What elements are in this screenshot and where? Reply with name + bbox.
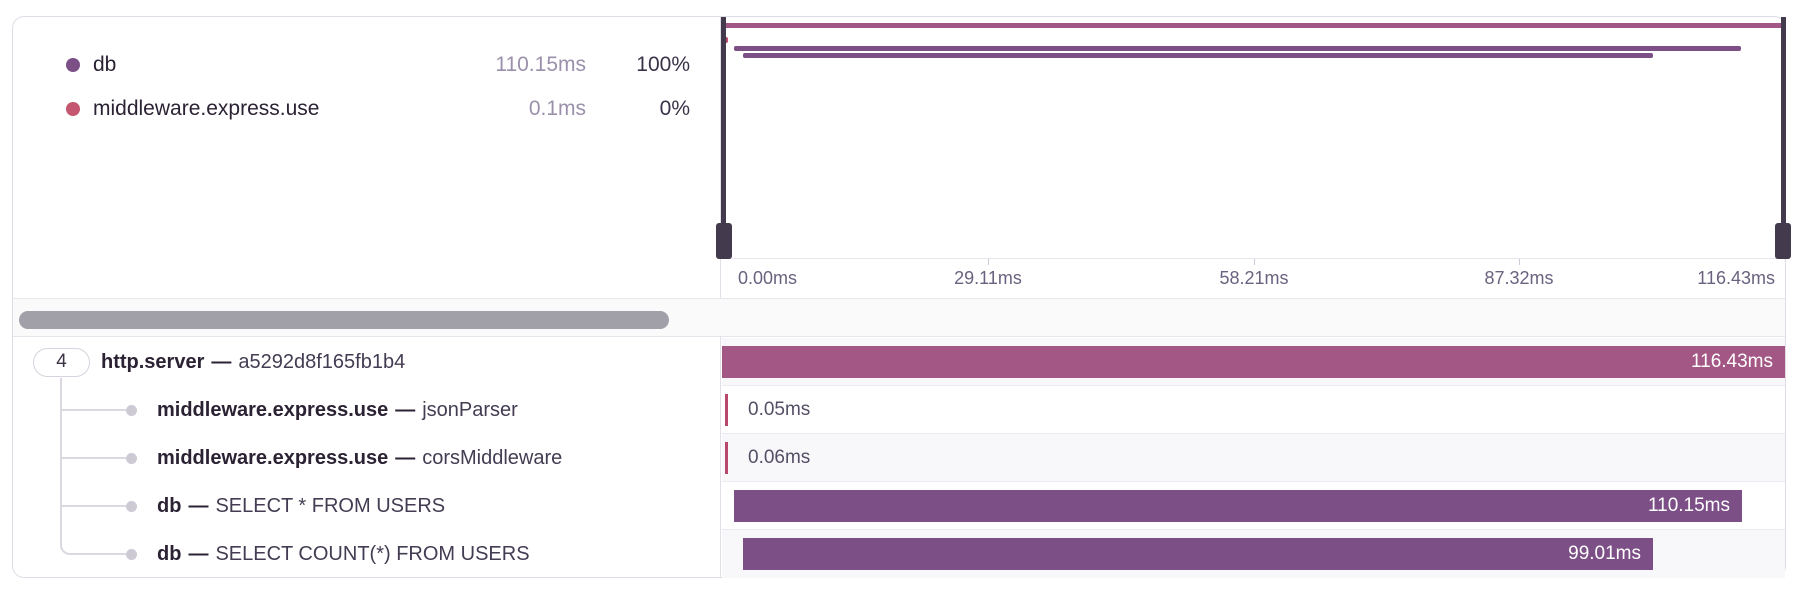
span-bar-row: 116.43ms — [722, 338, 1785, 386]
span-bar[interactable] — [725, 442, 728, 474]
minimap-left-handle-line[interactable] — [721, 17, 726, 223]
axis-tick-label: 29.11ms — [954, 268, 1022, 288]
legend-item-middleware[interactable]: middleware.express.use 0.1ms 0% — [13, 94, 721, 124]
tree-guide-line — [60, 409, 126, 411]
span-op: http.server — [101, 350, 205, 373]
axis-tick-label: 58.21ms — [1219, 268, 1289, 288]
span-op: db — [157, 494, 182, 517]
minimap-span-line — [724, 37, 728, 43]
dash-separator: — — [395, 446, 416, 469]
span-bar[interactable] — [725, 394, 728, 426]
tree-guide-line — [60, 457, 126, 459]
tree-node-dot — [126, 452, 137, 464]
legend-op-label: db — [93, 53, 117, 76]
span-title: db — SELECT * FROM USERS — [157, 495, 445, 518]
tree-node-dot — [126, 404, 137, 416]
time-axis: 0.00ms 29.11ms 58.21ms 87.32ms 116.43ms — [722, 259, 1785, 298]
span-description: corsMiddleware — [422, 446, 563, 469]
span-bar-row: 110.15ms — [722, 482, 1785, 530]
span-description: jsonParser — [422, 398, 518, 421]
tree-guide-elbow — [60, 529, 126, 555]
span-bar-row: 0.06ms — [722, 434, 1785, 482]
span-title: http.server — a5292d8f165fb1b4 — [101, 351, 405, 374]
legend-item-db[interactable]: db 110.15ms 100% — [13, 50, 721, 80]
span-description: SELECT * FROM USERS — [215, 494, 446, 517]
dash-separator: — — [211, 350, 232, 373]
span-waterfall: 116.43ms 0.05ms 0.06ms 110.15ms 99.01ms — [722, 338, 1785, 578]
legend-color-dot — [66, 58, 80, 72]
span-row-select-count-users[interactable]: db — SELECT COUNT(*) FROM USERS — [13, 530, 721, 578]
legend-op-duration: 110.15ms — [495, 53, 586, 76]
tree-guide-line — [60, 378, 62, 529]
span-bar[interactable]: 99.01ms — [743, 538, 1653, 570]
span-title: middleware.express.use — jsonParser — [157, 399, 518, 422]
minimap-left-handle-grip[interactable] — [716, 223, 732, 259]
span-duration-label: 0.05ms — [748, 399, 811, 420]
trace-card: db 110.15ms 100% middleware.express.use … — [12, 16, 1791, 578]
axis-tickmark — [1254, 259, 1255, 265]
right-pane: 0.00ms 29.11ms 58.21ms 87.32ms 116.43ms … — [716, 17, 1791, 578]
span-title: middleware.express.use — corsMiddleware — [157, 447, 562, 470]
minimap-right-handle-line[interactable] — [1781, 17, 1786, 223]
dash-separator: — — [188, 494, 209, 517]
dash-separator: — — [188, 542, 209, 565]
legend-color-dot — [66, 102, 80, 116]
span-title: db — SELECT COUNT(*) FROM USERS — [157, 543, 530, 566]
minimap-span-line — [743, 53, 1653, 58]
axis-tick-label: 87.32ms — [1484, 268, 1554, 288]
tree-guide-line — [60, 505, 126, 507]
legend-op-percent: 100% — [636, 53, 690, 76]
span-tree: 4 http.server — a5292d8f165fb1b4 middlewar… — [13, 338, 721, 578]
tree-node-dot — [126, 548, 137, 560]
span-description: SELECT COUNT(*) FROM USERS — [215, 542, 530, 565]
span-count-pill[interactable]: 4 — [33, 347, 90, 377]
span-duration-label: 0.06ms — [748, 447, 811, 468]
axis-tickmark — [988, 259, 989, 265]
axis-tick-label: 116.43ms — [1697, 268, 1775, 288]
span-row-corsmiddleware[interactable]: middleware.express.use — corsMiddleware — [13, 434, 721, 482]
legend-op-label: middleware.express.use — [93, 97, 320, 120]
span-row-select-users[interactable]: db — SELECT * FROM USERS — [13, 482, 721, 530]
span-row-jsonparser[interactable]: middleware.express.use — jsonParser — [13, 386, 721, 434]
span-duration-label: 99.01ms — [1568, 543, 1641, 564]
minimap-span-line — [734, 46, 1741, 51]
dash-separator: — — [395, 398, 416, 421]
tree-node-dot — [126, 500, 137, 512]
axis-tick-label: 0.00ms — [738, 268, 798, 288]
span-op: middleware.express.use — [157, 398, 389, 421]
span-description: a5292d8f165fb1b4 — [238, 350, 406, 373]
minimap-right-handle-grip[interactable] — [1775, 223, 1791, 259]
span-duration-label: 116.43ms — [1690, 351, 1773, 372]
span-bar-row: 0.05ms — [722, 386, 1785, 434]
span-bar-row: 99.01ms — [722, 530, 1785, 578]
span-bar[interactable]: 110.15ms — [734, 490, 1742, 522]
scrollbar-thumb[interactable] — [19, 311, 669, 329]
ops-legend: db 110.15ms 100% middleware.express.use … — [13, 17, 721, 298]
trace-minimap[interactable] — [716, 17, 1791, 259]
minimap-span-line — [723, 23, 1784, 28]
span-op: middleware.express.use — [157, 446, 389, 469]
legend-op-percent: 0% — [659, 97, 690, 120]
span-op: db — [157, 542, 182, 565]
legend-op-duration: 0.1ms — [528, 97, 586, 120]
left-pane: db 110.15ms 100% middleware.express.use … — [13, 17, 721, 577]
span-duration-label: 110.15ms — [1647, 495, 1730, 516]
horizontal-scrollbar[interactable] — [13, 298, 1785, 337]
span-row-http-server[interactable]: 4 http.server — a5292d8f165fb1b4 — [13, 338, 721, 386]
span-bar[interactable]: 116.43ms — [722, 346, 1785, 378]
axis-tickmark — [1519, 259, 1520, 265]
